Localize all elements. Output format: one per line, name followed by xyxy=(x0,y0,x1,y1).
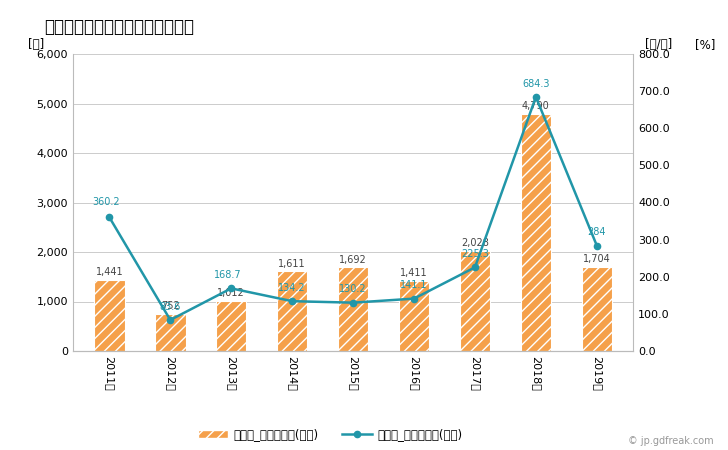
Text: 非木造建築物の床面積合計の推移: 非木造建築物の床面積合計の推移 xyxy=(44,18,194,36)
Text: 168.7: 168.7 xyxy=(214,270,242,280)
Text: 2,028: 2,028 xyxy=(461,238,489,248)
Text: 1,411: 1,411 xyxy=(400,269,428,279)
Bar xyxy=(94,279,124,351)
Bar xyxy=(277,271,307,351)
Bar xyxy=(582,267,612,351)
Text: 684.3: 684.3 xyxy=(522,79,550,89)
Bar xyxy=(338,267,368,351)
Text: © jp.gdfreak.com: © jp.gdfreak.com xyxy=(628,436,713,446)
Text: 141.1: 141.1 xyxy=(400,280,428,290)
Bar xyxy=(399,281,430,351)
Text: 134.2: 134.2 xyxy=(278,283,306,293)
Text: 752: 752 xyxy=(161,301,180,311)
Text: 130.2: 130.2 xyxy=(339,284,367,294)
Bar xyxy=(521,114,551,351)
Text: 284: 284 xyxy=(587,227,606,238)
Text: 1,012: 1,012 xyxy=(218,288,245,298)
Bar xyxy=(155,314,186,351)
Text: 360.2: 360.2 xyxy=(92,197,120,207)
Bar xyxy=(459,251,490,351)
Text: 83.6: 83.6 xyxy=(159,302,181,312)
Text: 1,441: 1,441 xyxy=(95,267,123,277)
Text: 4,790: 4,790 xyxy=(522,101,550,111)
Text: [%]: [%] xyxy=(695,38,716,51)
Text: [㎡/棟]: [㎡/棟] xyxy=(644,38,672,51)
Text: 1,692: 1,692 xyxy=(339,255,367,265)
Text: 1,704: 1,704 xyxy=(583,254,611,264)
Legend: 非木造_床面積合計(左軸), 非木造_平均床面積(右軸): 非木造_床面積合計(左軸), 非木造_平均床面積(右軸) xyxy=(194,423,467,446)
Text: 225.3: 225.3 xyxy=(461,249,489,259)
Text: 1,611: 1,611 xyxy=(278,259,306,269)
Text: [㎡]: [㎡] xyxy=(28,38,44,51)
Bar xyxy=(216,301,247,351)
